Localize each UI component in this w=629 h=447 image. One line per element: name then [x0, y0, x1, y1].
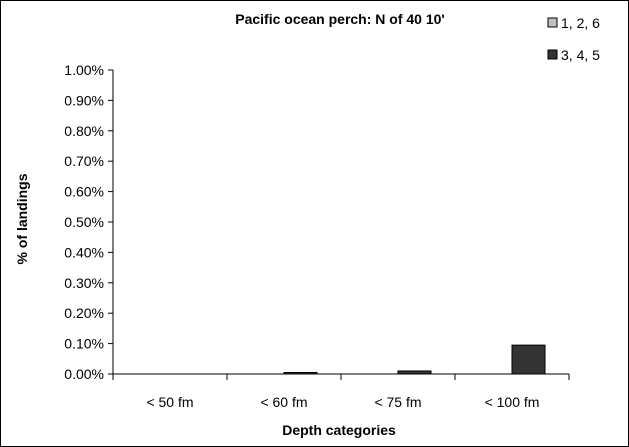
x-tick-label: < 100 fm: [485, 394, 540, 410]
x-tick-label: < 75 fm: [374, 394, 421, 410]
legend-label: 3, 4, 5: [561, 47, 600, 63]
plot-area: 0.00% 0.10% 0.20% 0.30% 0.40% 0.50% 0.60% 0.70%…: [64, 62, 570, 410]
bar: [397, 370, 432, 375]
y-tick-label: 0.30%: [64, 275, 104, 291]
y-tick-label: 0.20%: [64, 305, 104, 321]
x-axis-title: Depth categories: [282, 422, 396, 438]
x-tick-label: < 50 fm: [146, 394, 193, 410]
y-tick-label: 1.00%: [64, 62, 104, 78]
y-tick-label: 0.80%: [64, 123, 104, 139]
bar: [511, 344, 546, 375]
bar: [283, 371, 318, 375]
y-tick-label: 0.60%: [64, 184, 104, 200]
y-axis-title: % of landings: [14, 173, 30, 264]
x-tick-label: < 60 fm: [260, 394, 307, 410]
legend-swatch: [547, 49, 558, 60]
y-tick-label: 0.50%: [64, 214, 104, 230]
y-tick-label: 0.40%: [64, 244, 104, 260]
y-tick-label: 0.00%: [64, 366, 104, 382]
legend-swatch: [547, 17, 558, 28]
chart-title: Pacific ocean perch: N of 40 10': [235, 11, 445, 27]
y-tick-label: 0.10%: [64, 336, 104, 352]
legend-label: 1, 2, 6: [561, 15, 600, 31]
legend: 1, 2, 6 3, 4, 5: [547, 15, 600, 63]
y-tick-label: 0.70%: [64, 153, 104, 169]
y-tick-label: 0.90%: [64, 92, 104, 108]
